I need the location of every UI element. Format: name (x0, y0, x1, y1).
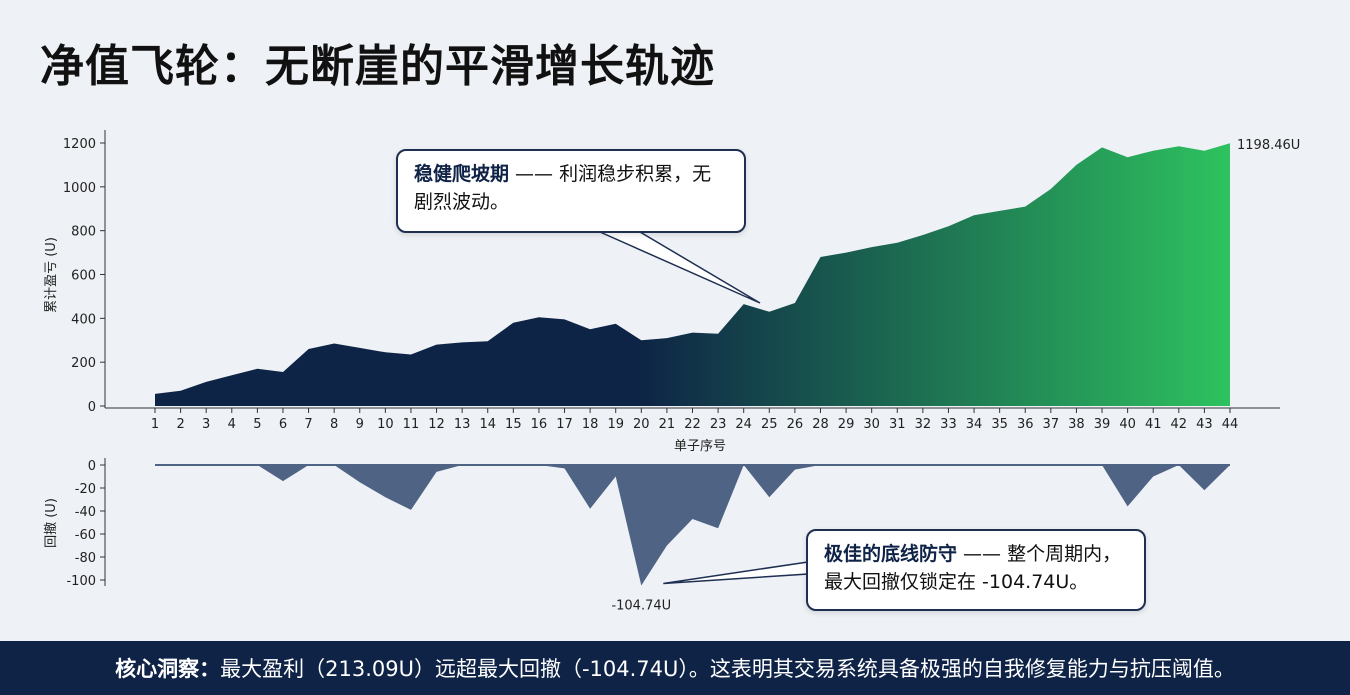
equity-y-tick-label: 200 (71, 356, 96, 371)
equity-x-tick-label: 9 (356, 417, 364, 432)
callout-top-text: —— 利润稳步积累，无剧烈波动。 (414, 163, 712, 213)
callout-bottom-line-defense: 极佳的底线防守 —— 整个周期内，最大回撤仅锁定在 -104.74U。 (806, 529, 1146, 611)
equity-x-axis-label: 单子序号 (674, 439, 726, 454)
equity-x-tick-label: 41 (1145, 417, 1162, 432)
equity-x-tick-label: 16 (531, 417, 548, 432)
drawdown-min-label: -104.74U (611, 598, 671, 613)
callout-steady-climb: 稳健爬坡期 —— 利润稳步积累，无剧烈波动。 (396, 149, 746, 233)
equity-x-tick-label: 29 (838, 417, 855, 432)
equity-x-tick-label: 5 (253, 417, 261, 432)
callout-bottom-heading: 极佳的底线防守 (824, 543, 958, 565)
drawdown-y-tick-label: -100 (66, 574, 96, 589)
equity-x-tick-label: 4 (228, 417, 236, 432)
equity-y-tick-label: 0 (88, 400, 96, 415)
drawdown-y-tick-label: -20 (75, 482, 96, 497)
equity-end-value-label: 1198.46U (1237, 138, 1300, 153)
equity-x-tick-label: 3 (202, 417, 210, 432)
equity-x-tick-label: 8 (330, 417, 338, 432)
equity-x-tick-label: 31 (889, 417, 906, 432)
equity-x-tick-label: 2 (176, 417, 184, 432)
equity-y-tick-label: 800 (71, 225, 96, 240)
equity-y-tick-label: 1200 (63, 137, 96, 152)
callout-top-pointer (599, 231, 761, 304)
callout-top-heading: 稳健爬坡期 (414, 163, 510, 185)
equity-x-tick-label: 13 (454, 417, 471, 432)
drawdown-y-axis-label: 回撤 (U) (43, 498, 59, 548)
equity-x-tick-label: 11 (403, 417, 420, 432)
drawdown-y-tick-label: -80 (75, 551, 96, 566)
equity-x-tick-label: 15 (505, 417, 522, 432)
equity-x-tick-label: 44 (1222, 417, 1239, 432)
callout-bottom-pointer (663, 561, 809, 585)
equity-x-tick-label: 37 (1043, 417, 1060, 432)
equity-x-tick-label: 42 (1171, 417, 1188, 432)
equity-y-tick-label: 1000 (63, 181, 96, 196)
equity-x-tick-label: 28 (812, 417, 829, 432)
equity-x-tick-label: 33 (940, 417, 957, 432)
equity-area (155, 143, 1230, 407)
drawdown-y-tick-label: -40 (75, 505, 96, 520)
equity-y-tick-label: 600 (71, 269, 96, 284)
footer-heading: 核心洞察： (115, 657, 221, 681)
page-title: 净值飞轮：无断崖的平滑增长轨迹 (40, 41, 715, 92)
equity-x-tick-label: 40 (1119, 417, 1136, 432)
equity-x-tick-label: 22 (684, 417, 701, 432)
equity-x-tick-label: 35 (991, 417, 1008, 432)
equity-x-tick-label: 10 (377, 417, 394, 432)
equity-x-tick-label: 23 (710, 417, 727, 432)
equity-x-tick-label: 21 (659, 417, 676, 432)
equity-x-tick-label: 26 (787, 417, 804, 432)
equity-y-tick-label: 400 (71, 312, 96, 327)
equity-x-tick-label: 19 (607, 417, 624, 432)
equity-x-tick-label: 36 (1017, 417, 1034, 432)
equity-x-tick-label: 7 (304, 417, 312, 432)
equity-x-tick-label: 14 (479, 417, 496, 432)
equity-y-axis-label: 累计盈亏 (U) (44, 237, 59, 313)
callout-bottom-text: —— 整个周期内，最大回撤仅锁定在 -104.74U。 (824, 543, 1122, 593)
equity-x-tick-label: 25 (761, 417, 778, 432)
equity-x-tick-label: 1 (151, 417, 159, 432)
drawdown-y-tick-label: 0 (88, 459, 96, 474)
drawdown-y-tick-label: -60 (75, 528, 96, 543)
equity-x-tick-label: 38 (1068, 417, 1085, 432)
equity-x-tick-label: 20 (633, 417, 650, 432)
equity-x-tick-label: 18 (582, 417, 599, 432)
insight-footer: 核心洞察： 最大盈利（213.09U）远超最大回撤（-104.74U）。这表明其交… (0, 641, 1350, 695)
equity-x-tick-label: 12 (428, 417, 445, 432)
equity-x-tick-label: 34 (966, 417, 983, 432)
equity-x-tick-label: 17 (556, 417, 573, 432)
equity-x-tick-label: 32 (915, 417, 932, 432)
drawdown-area (155, 465, 1230, 586)
equity-x-tick-label: 6 (279, 417, 287, 432)
equity-x-tick-label: 43 (1196, 417, 1213, 432)
equity-x-tick-label: 30 (863, 417, 880, 432)
footer-text: 最大盈利（213.09U）远超最大回撤（-104.74U）。这表明其交易系统具备… (220, 657, 1235, 681)
equity-x-tick-label: 24 (735, 417, 752, 432)
equity-x-tick-label: 39 (1094, 417, 1111, 432)
